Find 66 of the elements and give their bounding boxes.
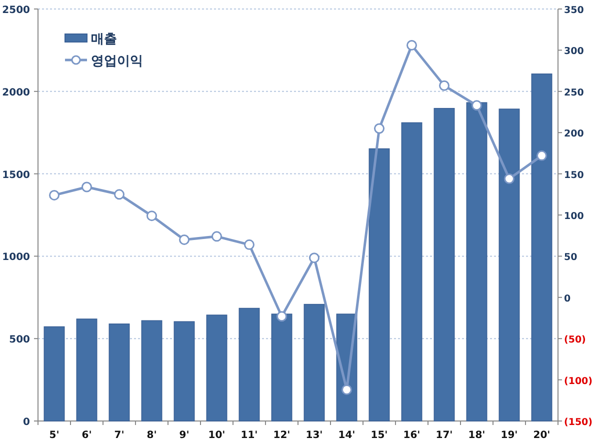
bar [271, 314, 292, 422]
point [536, 150, 547, 161]
y2-tick-label: 150 [564, 170, 584, 181]
y2-tick-label: (100) [564, 376, 593, 387]
x-tick-label: 7' [114, 430, 124, 441]
x-tick-label: 19' [500, 430, 518, 441]
y2-tick-label: 350 [564, 5, 584, 16]
x-tick-label: 13' [306, 430, 323, 441]
bar [238, 308, 260, 422]
y-tick-label: 2500 [2, 5, 30, 16]
bar [76, 318, 98, 422]
y2-tick-label: (150) [564, 417, 593, 428]
x-tick-label: 11' [240, 430, 258, 441]
x-tick-label: 5' [49, 430, 60, 441]
y-tick-label: 0 [23, 417, 30, 428]
x-tick-label: 8' [146, 430, 157, 441]
x-tick-label: 16' [403, 430, 420, 441]
y-tick-label: 2000 [2, 87, 30, 98]
point [114, 189, 124, 200]
point [179, 234, 190, 245]
legend-label: 영업이익 [91, 54, 143, 69]
bar [434, 108, 455, 422]
y-tick-label: 1000 [2, 252, 30, 264]
x-tick-label: 6' [82, 430, 92, 441]
point [472, 100, 482, 111]
x-tick-label: 17' [436, 430, 453, 441]
y2-tick-label: 250 [564, 87, 584, 98]
y2-tick-label: (50) [564, 334, 586, 346]
bar [206, 314, 228, 422]
bar [466, 102, 488, 422]
x-tick-label: 20' [533, 430, 550, 441]
bar [531, 74, 552, 422]
point [504, 173, 514, 184]
point [374, 123, 384, 134]
y2-tick-label: 50 [564, 252, 578, 264]
y2-tick-label: 300 [564, 46, 584, 58]
point [276, 311, 287, 322]
bar [368, 148, 390, 422]
bar [108, 324, 130, 422]
point [406, 40, 417, 51]
y2-tick-label: 100 [564, 211, 584, 222]
legend-label: 매출 [91, 32, 117, 47]
bar [304, 304, 325, 422]
point [342, 384, 352, 395]
point [309, 252, 320, 264]
point [49, 190, 60, 200]
x-tick-label: 10' [208, 430, 226, 441]
x-tick-label: 12' [273, 430, 290, 441]
point [244, 239, 254, 250]
point [212, 231, 222, 242]
y-tick-label: 1500 [2, 170, 30, 181]
point [439, 80, 450, 91]
x-tick-label: 15' [370, 430, 388, 441]
x-tick-label: 18' [468, 430, 486, 441]
y-tick-label: 500 [9, 334, 30, 346]
bar [44, 326, 65, 422]
point [146, 210, 157, 222]
bar [498, 108, 520, 422]
y2-tick-label: 0 [564, 293, 571, 304]
bar [141, 320, 162, 422]
x-tick-label: 9' [179, 430, 190, 441]
bar [174, 321, 195, 422]
y2-tick-label: 200 [564, 128, 584, 140]
x-tick-label: 14' [338, 430, 356, 441]
bar [401, 122, 422, 422]
point [82, 182, 92, 192]
